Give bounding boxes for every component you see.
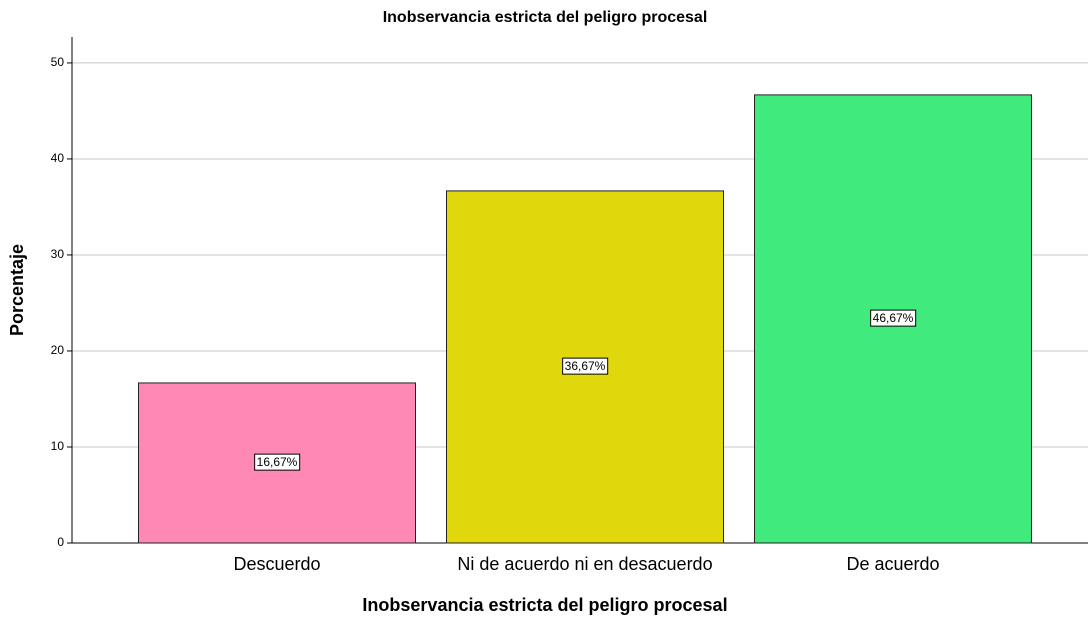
value-label: 46,67% (873, 311, 914, 325)
y-tick-label: 30 (51, 247, 65, 261)
x-tick-label: De acuerdo (846, 554, 939, 574)
y-tick-label: 40 (51, 151, 65, 165)
x-axis-label: Inobservancia estricta del peligro proce… (362, 595, 727, 615)
value-label-box (254, 453, 301, 471)
chart-title: Inobservancia estricta del peligro proce… (383, 9, 708, 26)
value-label: 36,67% (565, 359, 606, 373)
y-tick-label: 20 (51, 343, 65, 357)
y-tick-label: 10 (51, 439, 65, 453)
y-tick-label: 50 (51, 55, 65, 69)
y-tick-label: 0 (57, 535, 64, 549)
value-label: 16,67% (257, 455, 298, 469)
x-tick-label: Descuerdo (233, 554, 320, 574)
y-axis-label: Porcentaje (7, 244, 27, 336)
value-label-box (562, 357, 609, 375)
x-tick-label: Ni de acuerdo ni en desacuerdo (457, 554, 712, 574)
value-label-box (870, 309, 917, 327)
